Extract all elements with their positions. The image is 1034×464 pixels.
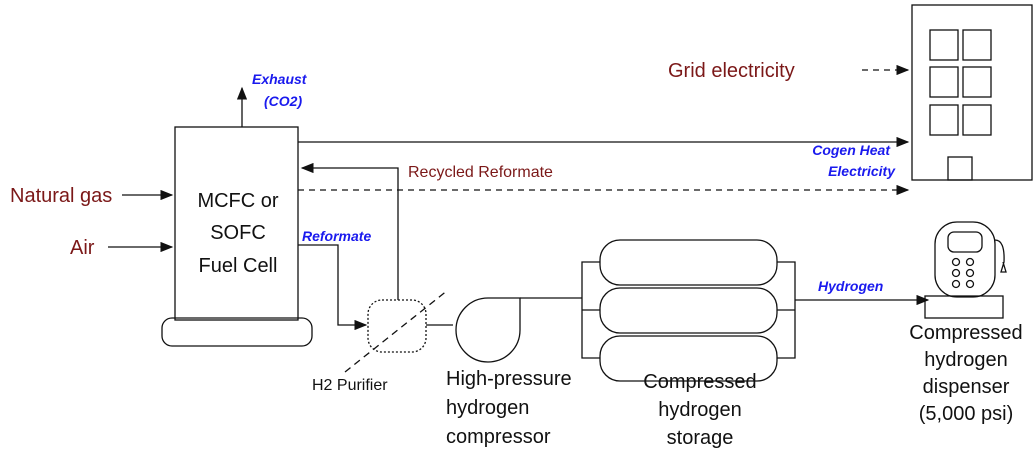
recycled-label: Recycled Reformate bbox=[408, 164, 553, 181]
hydrogen-label: Hydrogen bbox=[818, 278, 883, 294]
grid-label: Grid electricity bbox=[668, 60, 795, 82]
electricity-label: Electricity bbox=[828, 163, 896, 179]
dispenser-label: dispenser bbox=[923, 376, 1010, 398]
labels: Exhaust (CO2) Natural gas Air MCFC or SO… bbox=[10, 60, 1023, 449]
dispenser-label: hydrogen bbox=[924, 349, 1007, 371]
fuel-cell-label: Fuel Cell bbox=[199, 255, 278, 277]
dispenser-label: Compressed bbox=[909, 322, 1022, 344]
exhaust-label: Exhaust bbox=[252, 71, 308, 87]
fuel-cell-label: MCFC or bbox=[197, 190, 278, 212]
purifier-label: H2 Purifier bbox=[312, 377, 388, 394]
air-label: Air bbox=[70, 237, 95, 259]
compressor-label: hydrogen bbox=[446, 397, 529, 419]
shapes bbox=[108, 4, 1033, 382]
cogen-label: Cogen Heat bbox=[812, 142, 891, 158]
storage-label: storage bbox=[667, 427, 734, 449]
fuel-cell-label: SOFC bbox=[210, 222, 266, 244]
reformate-label: Reformate bbox=[302, 228, 371, 244]
natural-gas-label: Natural gas bbox=[10, 185, 112, 207]
compressor-label: compressor bbox=[446, 426, 551, 448]
dispenser-label: (5,000 psi) bbox=[919, 403, 1014, 425]
storage-label: hydrogen bbox=[658, 399, 741, 421]
exhaust-label: (CO2) bbox=[264, 93, 302, 109]
storage-label: Compressed bbox=[643, 371, 756, 393]
compressor-label: High-pressure bbox=[446, 368, 572, 390]
